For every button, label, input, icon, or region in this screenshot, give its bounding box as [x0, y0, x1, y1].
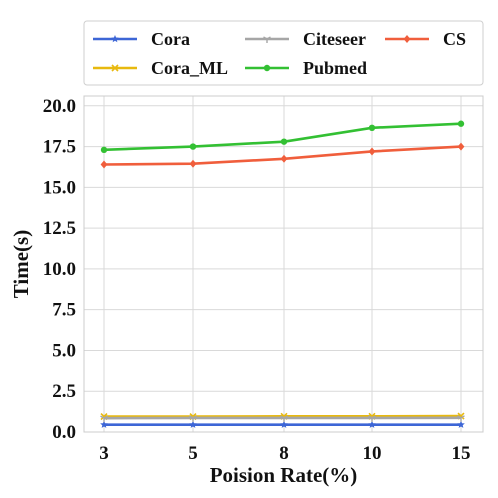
x-tick-label: 5: [188, 443, 198, 464]
data-point-cora: [368, 420, 376, 428]
marker-circle: [189, 143, 197, 150]
y-tick-label: 17.5: [43, 137, 76, 158]
data-point-pubmed: [189, 143, 197, 150]
plot-frame: [83, 95, 484, 433]
legend-item-cora-ml: Cora_ML: [93, 58, 228, 78]
marker-diamond: [457, 142, 465, 151]
series-cora: [100, 420, 465, 428]
marker-tri: [280, 415, 288, 422]
y-tick-label: 0.0: [52, 422, 76, 443]
marker-circle: [368, 124, 376, 132]
y-tick-label: 2.5: [52, 381, 76, 402]
marker-star: [368, 420, 376, 428]
data-point-pubmed: [100, 146, 108, 154]
marker-star: [280, 420, 288, 428]
legend-marker-cs: [403, 35, 411, 43]
legend-marker-pubmed: [263, 64, 271, 72]
x-tick-label: 8: [279, 443, 289, 464]
data-point-cs: [189, 159, 197, 168]
data-point-cs: [457, 142, 465, 151]
marker-star: [100, 420, 108, 428]
legend-marker-citeseer: [263, 36, 271, 43]
data-point-citeseer: [100, 415, 108, 423]
y-tick-label: 12.5: [43, 218, 76, 239]
data-point-cora: [189, 420, 197, 428]
grid: [84, 96, 483, 433]
y-tick-label: 15.0: [43, 177, 76, 198]
marker-tri: [100, 415, 108, 423]
marker-diamond: [368, 147, 376, 156]
marker-diamond: [280, 154, 288, 163]
data-point-pubmed: [457, 120, 465, 127]
series-line-cs: [103, 145, 462, 166]
legend-marker-cora: [111, 35, 119, 43]
marker-tri: [368, 415, 376, 422]
series-cs: [100, 142, 465, 169]
data-point-cs: [280, 154, 288, 163]
marker-tri: [189, 415, 197, 422]
data-point-pubmed: [280, 138, 288, 145]
series-citeseer: [100, 415, 465, 423]
marker-circle: [457, 120, 465, 127]
marker-star: [189, 420, 197, 428]
marker-star: [111, 35, 119, 43]
data-point-cora: [100, 420, 108, 428]
legend-item-pubmed: Pubmed: [245, 58, 367, 78]
y-tick-label: 7.5: [52, 300, 76, 321]
data-point-citeseer: [280, 415, 288, 422]
data-point-citeseer: [368, 415, 376, 422]
data-point-pubmed: [368, 124, 376, 132]
data-point-citeseer: [189, 415, 197, 422]
x-tick-label: 10: [363, 443, 382, 464]
data-point-cs: [368, 147, 376, 156]
y-tick-label: 20.0: [43, 96, 76, 117]
data-point-citeseer: [457, 415, 465, 422]
marker-diamond: [100, 160, 108, 169]
data-point-cora: [280, 420, 288, 428]
x-tick-label: 3: [99, 443, 109, 464]
x-axis-label: Poision Rate(%): [210, 463, 358, 487]
y-tick-label: 5.0: [52, 340, 76, 361]
marker-circle: [263, 64, 271, 72]
marker-diamond: [403, 35, 411, 43]
data-point-cora: [457, 420, 465, 428]
legend-label-cora-ml: Cora_ML: [151, 58, 228, 78]
legend-item-citeseer: Citeseer: [245, 29, 366, 49]
marker-tri: [263, 36, 271, 43]
series-pubmed: [100, 120, 465, 154]
series-line-pubmed: [103, 122, 462, 152]
marker-tri: [457, 415, 465, 422]
legend: Cora Cora_ML Citeseer Pubmed CS: [83, 20, 484, 86]
series-layer: [100, 120, 465, 428]
legend-label-cs: CS: [443, 29, 466, 49]
legend-label-cora: Cora: [151, 29, 190, 49]
x-tick-label: 15: [452, 443, 471, 464]
marker-circle: [100, 146, 108, 154]
legend-box: [83, 20, 484, 86]
y-axis-label: Time(s): [9, 230, 33, 298]
tick-labels: 0.0 2.5 5.0 7.5 10.0 12.5 15.0 17.5 20.0 3 5 8 10 15: [43, 96, 471, 464]
legend-marker-cora-ml: [111, 64, 119, 72]
y-tick-label: 10.0: [43, 259, 76, 280]
data-point-cs: [100, 160, 108, 169]
legend-item-cora: Cora: [93, 29, 190, 49]
marker-star: [457, 420, 465, 428]
series-cora-ml: [100, 412, 465, 421]
legend-label-citeseer: Citeseer: [303, 29, 366, 49]
legend-item-cs: CS: [385, 29, 466, 49]
legend-label-pubmed: Pubmed: [303, 58, 367, 78]
marker-diamond: [189, 159, 197, 168]
marker-x: [111, 64, 119, 72]
marker-circle: [280, 138, 288, 145]
